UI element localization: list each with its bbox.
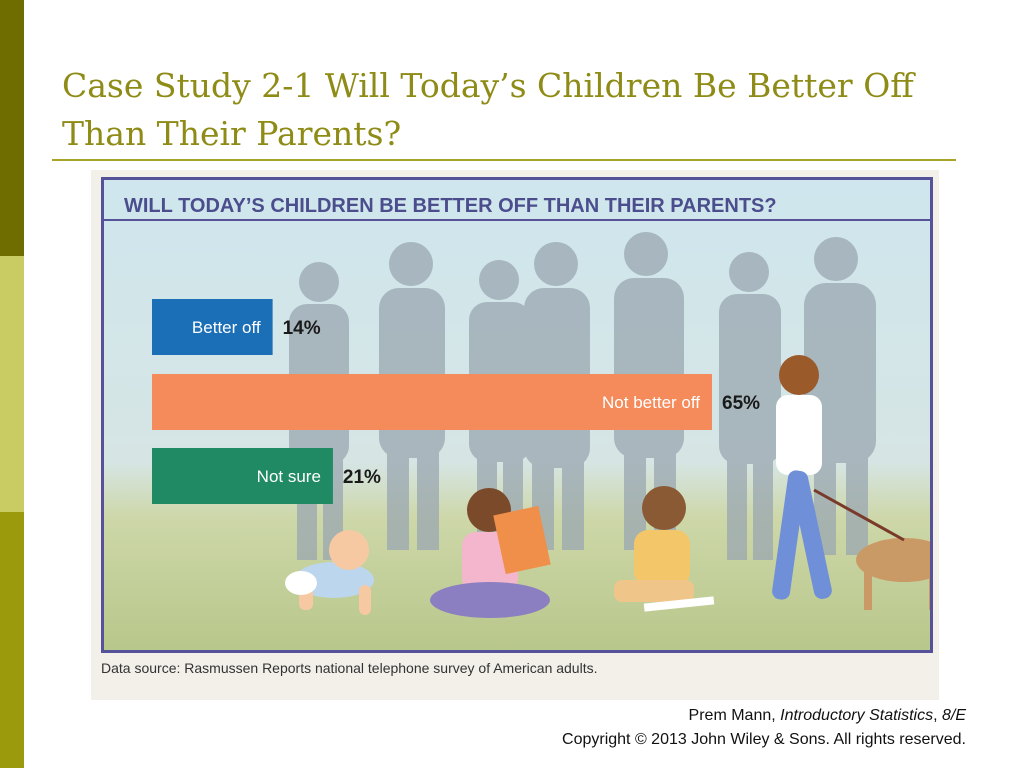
bar-category-label: Better off <box>192 318 261 337</box>
crawling-baby-figure <box>285 530 374 615</box>
chart-title: WILL TODAY’S CHILDREN BE BETTER OFF THAN… <box>124 195 777 217</box>
credit-separator: , <box>933 707 942 724</box>
bar-value-label: 65% <box>722 393 760 414</box>
sidebar-accent-top <box>0 0 24 256</box>
credit-author: Prem Mann, <box>688 707 781 724</box>
sidebar-accent-middle <box>0 256 24 512</box>
chart-illustration: Better off 14% Not better off 65% Not sure 21… <box>152 232 930 618</box>
adult-silhouette <box>804 237 876 555</box>
bar-category-label: Not better off <box>602 393 700 412</box>
bar-value-label: 14% <box>283 318 321 339</box>
book-credit: Prem Mann, Introductory Statistics, 8/E <box>689 707 966 725</box>
chart-figure: Better off 14% Not better off 65% Not sure 21… <box>91 170 939 700</box>
bar-better-off <box>152 299 273 355</box>
chart-frame: Better off 14% Not better off 65% Not sure 21… <box>101 177 933 653</box>
bar-not-sure <box>152 448 333 504</box>
boy-with-dog-figure <box>772 355 930 610</box>
sidebar-accent-bottom <box>0 512 24 768</box>
slide-title: Case Study 2-1 Will Today’s Children Be … <box>62 66 914 153</box>
bar-not-better-off <box>152 374 712 430</box>
bar-category-label: Not sure <box>257 467 321 486</box>
bar-value-label: 21% <box>343 467 381 488</box>
title-underline <box>52 159 956 161</box>
drawing-girl-figure <box>614 486 715 612</box>
credit-edition: 8/E <box>941 707 966 724</box>
copyright-notice: Copyright © 2013 John Wiley & Sons. All … <box>562 731 966 748</box>
data-source-note: Data source: Rasmussen Reports national … <box>101 660 598 676</box>
chart-title-rule <box>104 219 930 221</box>
credit-book-title: Introductory Statistics <box>780 707 934 724</box>
adult-silhouette <box>719 252 781 560</box>
reading-girl-figure <box>430 488 551 618</box>
bar-group: Better off 14% Not better off 65% Not sure 21… <box>152 299 760 504</box>
